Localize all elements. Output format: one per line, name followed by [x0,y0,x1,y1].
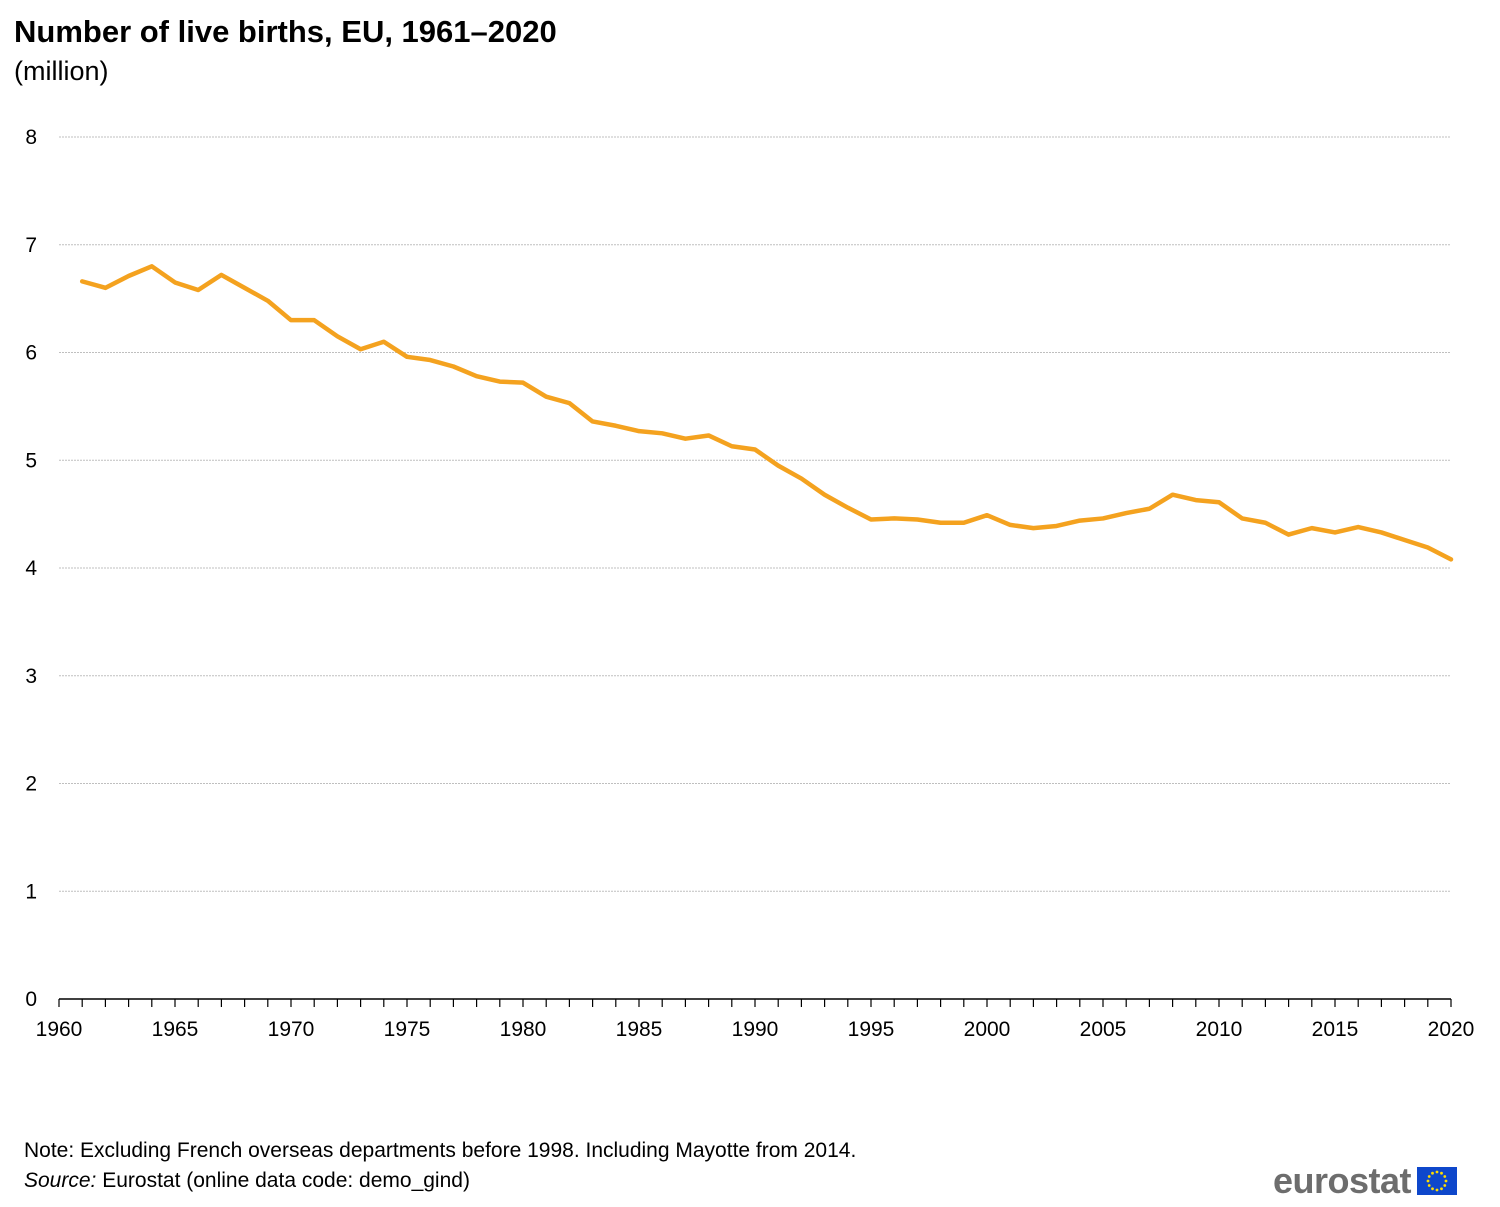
flag-star [1435,1188,1439,1192]
source-line: Source: Eurostat (online data code: demo… [24,1166,856,1196]
flag-star [1427,1175,1431,1178]
flag-star [1444,1179,1448,1183]
chart-subtitle: (million) [14,56,109,86]
flag-star [1427,1184,1431,1187]
x-tick-label: 1985 [616,1018,663,1041]
source-label: Source: [24,1169,97,1192]
flag-star [1443,1175,1447,1178]
logo-wordmark: eurostat [1273,1160,1412,1201]
flag-star [1431,1187,1434,1191]
line-chart: 0 1 2 3 4 5 6 7 8 1960 1965 1970 1975 1980 1985 1990 199… [25,126,1474,1041]
x-tick-label: 1975 [384,1018,431,1041]
x-tick-label: 1995 [848,1018,895,1041]
y-tick-label: 4 [25,557,37,580]
x-tick-label: 2015 [1312,1018,1359,1041]
flag-star [1426,1179,1430,1183]
x-tick-label: 1980 [500,1018,547,1041]
y-tick-label: 0 [25,988,37,1011]
eu-flag-icon [1417,1167,1458,1195]
y-tick-label: 6 [25,342,37,365]
flag-star [1435,1170,1439,1174]
x-tick-label: 1970 [268,1018,315,1041]
x-tick-label: 2005 [1080,1018,1127,1041]
y-tick-label: 3 [25,665,37,688]
gridlines [59,136,1451,892]
x-tick-label: 2000 [964,1018,1011,1041]
y-tick-label: 1 [25,880,37,903]
eurostat-logo: eurostat [1273,1160,1458,1202]
x-tick-label: 1990 [732,1018,779,1041]
series-layer [79,264,1454,562]
axes: 0 1 2 3 4 5 6 7 8 1960 1965 1970 1975 1980 1985 1990 199… [25,126,1474,1041]
footnotes: Note: Excluding French overseas departme… [24,1136,856,1196]
series-line [79,264,1454,562]
y-tick-label: 5 [25,449,37,472]
y-tick-label: 8 [25,126,37,149]
flag-star [1440,1187,1443,1191]
flag-star [1431,1171,1434,1175]
x-tick-label: 1960 [36,1018,83,1041]
chart-title: Number of live births, EU, 1961–2020 [14,14,557,49]
x-tick-label: 1965 [152,1018,199,1041]
x-tick-label: 2020 [1428,1018,1475,1041]
x-tick-label: 2010 [1196,1018,1243,1041]
flag-star [1443,1184,1447,1187]
y-tick-label: 7 [25,234,37,257]
note-text: Note: Excluding French overseas departme… [24,1139,857,1162]
flag-star [1440,1171,1443,1175]
y-tick-label: 2 [25,773,37,796]
source-text: Eurostat (online data code: demo_gind) [96,1169,470,1192]
